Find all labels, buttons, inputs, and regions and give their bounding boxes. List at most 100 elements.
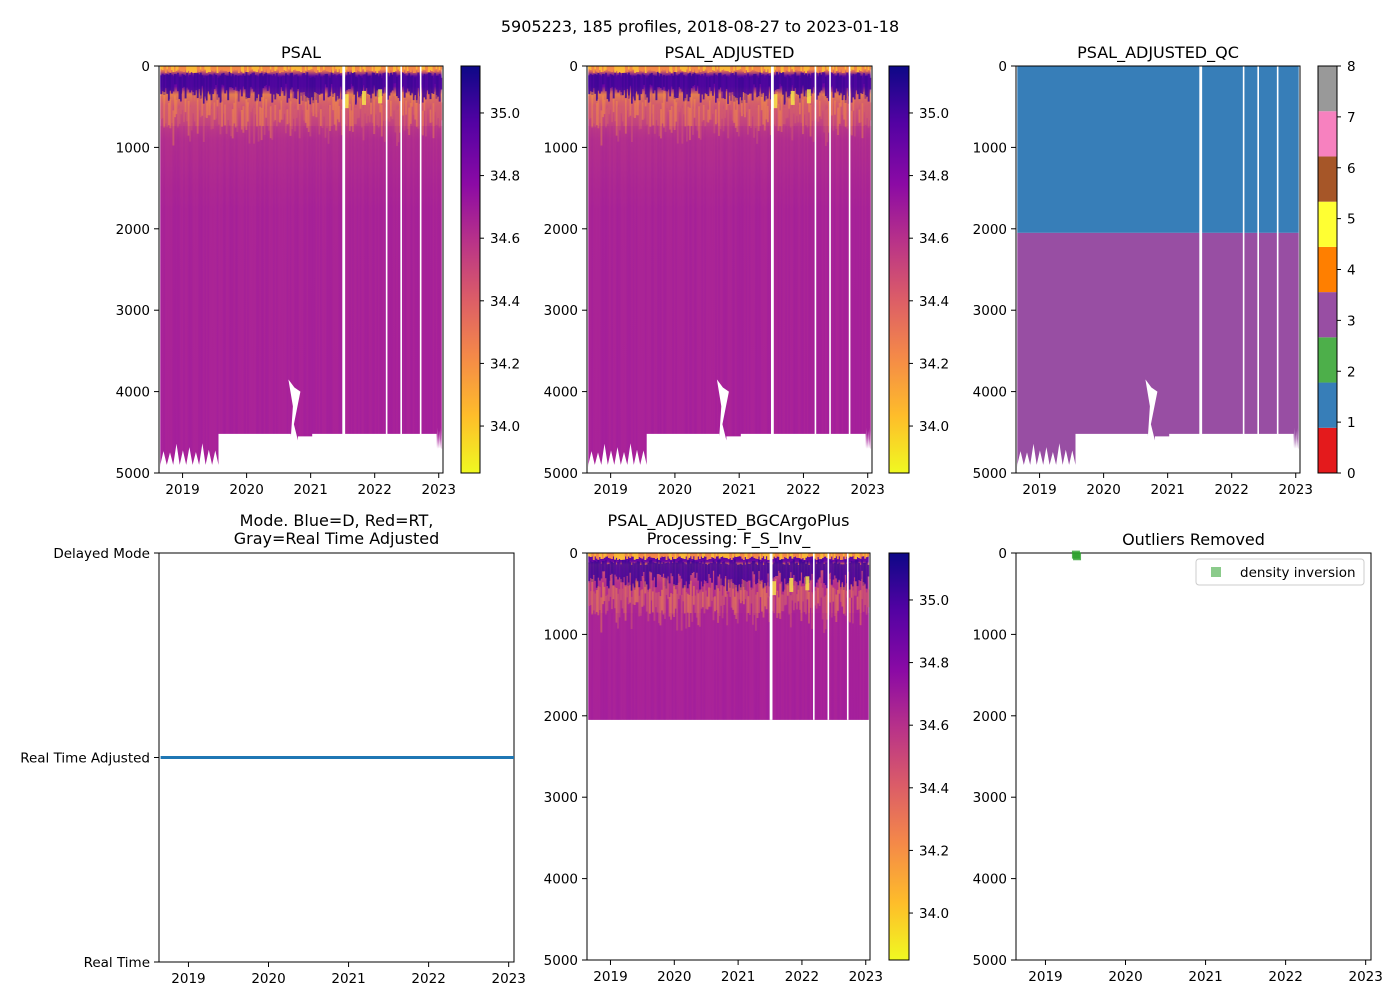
profile-mid-cell (768, 95, 771, 111)
profile-top-cell (853, 560, 856, 578)
profile-top-cell (855, 73, 858, 91)
profile-surface-cell (630, 553, 633, 557)
profile-deep-cell (285, 126, 287, 473)
profile-top-cell (301, 73, 304, 101)
profile-top-cell (592, 561, 595, 575)
profile-top-cell (330, 72, 333, 85)
profile-top-cell (798, 77, 801, 103)
profile-surface-cell (780, 66, 783, 73)
profile-mid-cell (729, 579, 732, 597)
profile-deep-cell (782, 126, 785, 473)
profile-top-cell (208, 74, 211, 96)
profile-top-cell (263, 73, 266, 87)
profile-mid-cell (397, 108, 400, 143)
profile-top-cell (329, 77, 332, 97)
profile-mid-cell (324, 101, 327, 138)
profile-surface-cell (869, 66, 872, 70)
profile-deep-cell (250, 126, 252, 473)
profile-deep-cell (429, 126, 432, 473)
profile-mid-cell (758, 579, 760, 614)
profile-mid-cell (312, 100, 315, 117)
profile-deep-cell (597, 613, 600, 720)
profile-surface-cell (653, 553, 656, 558)
profile-deep-cell (291, 126, 294, 473)
profile-mid-cell (701, 102, 704, 122)
profile-mid-cell (762, 94, 765, 125)
profile-deep-cell (376, 126, 379, 473)
profile-top-cell (405, 76, 408, 93)
profile-top-cell (779, 72, 782, 84)
profile-deep-cell (592, 613, 595, 720)
profile-mid-cell (686, 593, 689, 613)
profile-mid-cell (641, 102, 644, 120)
profile-mid-cell (808, 591, 811, 624)
profile-top-cell (647, 562, 650, 590)
profile-deep-cell (774, 613, 777, 720)
profile-deep-cell (649, 126, 652, 473)
profile-surface-cell (826, 66, 829, 70)
profile-mid-cell (724, 578, 727, 597)
profile-mid-cell (614, 586, 616, 609)
profile-mid-cell (705, 590, 707, 609)
profile-top-cell (697, 561, 700, 581)
profile-surface-cell (758, 553, 760, 557)
profile-mid-cell (652, 104, 655, 126)
profile-deep-cell (175, 126, 178, 473)
profile-surface-cell (727, 553, 730, 560)
profile-surface-cell (651, 553, 654, 558)
profile-deep-cell (196, 126, 199, 473)
profile-surface-cell (421, 66, 424, 70)
profile-deep-cell (830, 613, 833, 720)
profile-top-cell (643, 74, 646, 85)
profile-top-cell (391, 74, 394, 91)
profile-top-cell (783, 77, 786, 105)
profile-top-cell (377, 76, 380, 98)
profile-top-cell (805, 563, 807, 585)
profile-mid-cell (213, 102, 216, 120)
profile-surface-cell (237, 66, 240, 73)
profile-deep-cell (795, 613, 798, 720)
profile-mid-cell (355, 107, 357, 125)
profile-deep-cell (627, 613, 630, 720)
profile-mid-cell (646, 97, 649, 125)
profile-top-cell (838, 76, 841, 96)
profile-top-cell (361, 77, 364, 95)
profile-deep-cell (820, 613, 823, 720)
profile-surface-cell (753, 553, 756, 559)
profile-mid-cell (761, 581, 764, 612)
profile-top-cell (621, 73, 624, 96)
profile-surface-cell (338, 66, 341, 70)
y-tick-label: 2000 (973, 709, 1007, 725)
profile-mid-cell (725, 91, 728, 110)
profile-mid-cell (177, 108, 179, 128)
profile-top-cell (685, 77, 688, 95)
profile-surface-cell (685, 66, 688, 70)
profile-top-cell (164, 74, 167, 88)
profile-deep-cell (844, 126, 847, 473)
profile-top-cell (198, 74, 201, 89)
profile-deep-cell (673, 126, 676, 473)
missing-profile-gap (813, 553, 815, 720)
profile-top-cell (631, 77, 633, 104)
profile-mid-cell (667, 93, 670, 112)
profile-top-cell (418, 76, 421, 104)
profile-top-cell (745, 77, 748, 103)
profile-mid-cell (691, 596, 694, 622)
profile-deep-cell (803, 613, 806, 720)
profile-mid-cell (190, 102, 193, 131)
profile-mid-cell (673, 97, 676, 131)
x-tick-label: 2021 (331, 971, 365, 987)
profile-mid-cell (710, 100, 713, 120)
profile-top-cell (780, 559, 783, 582)
profile-mid-cell (274, 104, 277, 121)
profile-deep-cell (242, 126, 245, 473)
colorbar-tick-label: 4 (1347, 263, 1356, 279)
profile-surface-cell (753, 66, 756, 70)
profile-deep-cell (362, 126, 365, 473)
profile-mid-cell (617, 106, 620, 142)
profile-deep-cell (642, 613, 645, 720)
profile-surface-cell (253, 66, 256, 72)
profile-mid-cell (663, 91, 666, 128)
profile-surface-cell (788, 66, 791, 72)
profile-surface-cell (850, 66, 853, 70)
